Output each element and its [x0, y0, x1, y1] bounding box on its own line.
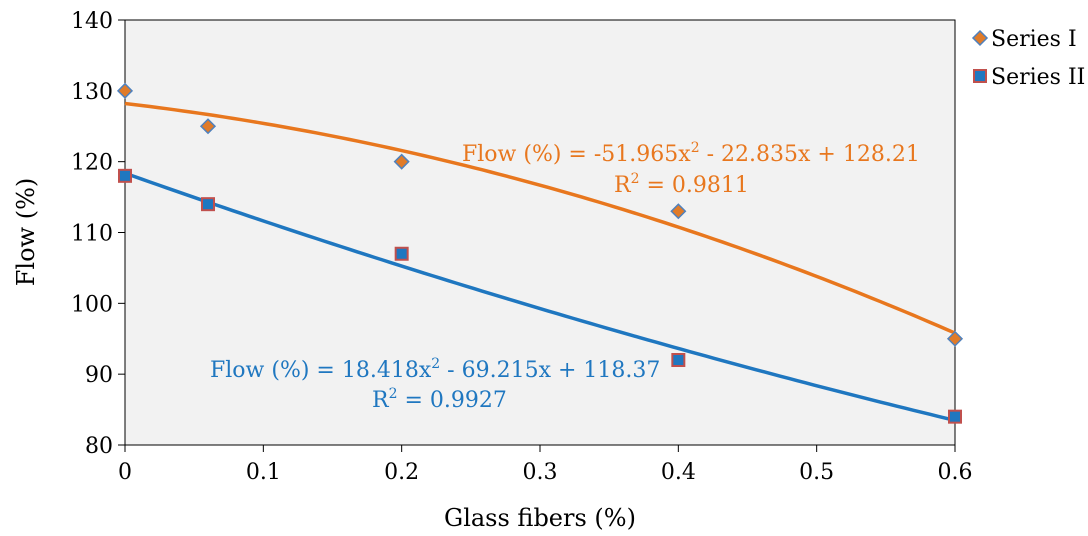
- series-2-equation-suffix: - 69.215x + 118.37: [440, 358, 660, 383]
- y-tick-label: 100: [71, 292, 113, 317]
- series-1-equation-prefix: Flow (%) = -51.965x: [462, 142, 691, 167]
- trendline-series-1: [124, 101, 956, 335]
- y-tick-label: 140: [71, 9, 113, 34]
- x-tick-label: 0.2: [384, 460, 419, 485]
- x-tick-label: 0.5: [799, 460, 834, 485]
- y-tick-label: 120: [71, 151, 113, 176]
- data-point-series-2: [394, 246, 409, 261]
- svg-text:R2 = 0.9811: R2 = 0.9811: [614, 171, 749, 198]
- data-point-series-2: [118, 168, 132, 183]
- data-point-series-1: [946, 330, 964, 347]
- data-point-series-1: [393, 153, 410, 170]
- trendline-series-2: [124, 171, 956, 423]
- legend: Series I Series II: [971, 27, 1085, 90]
- x-tick-label: 0: [118, 460, 132, 485]
- legend-marker-series-2: [973, 69, 987, 83]
- svg-text:Flow (%) = 18.418x2 - 69.215x: Flow (%) = 18.418x2 - 69.215x + 118.37: [210, 356, 660, 383]
- data-markers: [116, 82, 964, 424]
- data-point-series-2: [201, 197, 215, 212]
- legend-item-series-1: Series I: [971, 27, 1077, 52]
- x-tick-label: 0.4: [661, 460, 696, 485]
- svg-text:R2 = 0.9927: R2 = 0.9927: [372, 386, 507, 413]
- svg-text:Flow (%) = -51.965x2 - 22.835x: Flow (%) = -51.965x2 - 22.835x + 128.21: [462, 140, 920, 167]
- x-axis-title: Glass fibers (%): [444, 504, 636, 532]
- legend-marker-series-1: [971, 29, 989, 47]
- x-tick-label: 0.6: [938, 460, 973, 485]
- y-tick-label: 90: [85, 363, 113, 388]
- x-axis: 0 0.1 0.2 0.3 0.4 0.5 0.6: [118, 445, 973, 485]
- series-2-r2-sup: 2: [389, 386, 398, 402]
- y-axis: 80 90 100 110 120 130 140: [71, 9, 125, 459]
- y-tick-label: 130: [71, 80, 113, 105]
- y-tick-label: 80: [85, 434, 113, 459]
- data-point-series-1: [670, 203, 687, 220]
- trendlines: [124, 101, 956, 423]
- legend-label-series-1: Series I: [991, 27, 1077, 52]
- data-point-series-2: [948, 409, 962, 424]
- plot-area: [124, 19, 956, 446]
- y-axis-title: Flow (%): [12, 178, 40, 286]
- series-2-equation-prefix: Flow (%) = 18.418x: [210, 358, 432, 383]
- y-tick-label: 110: [71, 222, 113, 247]
- series-1-equation-suffix: - 22.835x + 128.21: [700, 142, 920, 167]
- series-1-r2-prefix: R: [614, 173, 632, 198]
- series-2-r2-prefix: R: [372, 388, 390, 413]
- legend-item-series-2: Series II: [973, 65, 1085, 90]
- series-2-equation: Flow (%) = 18.418x2 - 69.215x + 118.37 R…: [210, 356, 660, 413]
- series-2-r2-suffix: = 0.9927: [398, 388, 507, 413]
- data-point-series-1: [116, 82, 134, 99]
- x-tick-label: 0.1: [246, 460, 281, 485]
- data-point-series-2: [671, 353, 686, 367]
- data-point-series-1: [199, 118, 217, 135]
- series-1-equation: Flow (%) = -51.965x2 - 22.835x + 128.21 …: [462, 140, 920, 198]
- series-1-r2-sup: 2: [631, 171, 640, 187]
- series-1-equation-sup: 2: [691, 140, 700, 156]
- x-tick-label: 0.3: [523, 460, 558, 485]
- series-2-equation-sup: 2: [431, 356, 440, 372]
- legend-label-series-2: Series II: [991, 65, 1085, 90]
- series-1-r2-suffix: = 0.9811: [640, 173, 749, 198]
